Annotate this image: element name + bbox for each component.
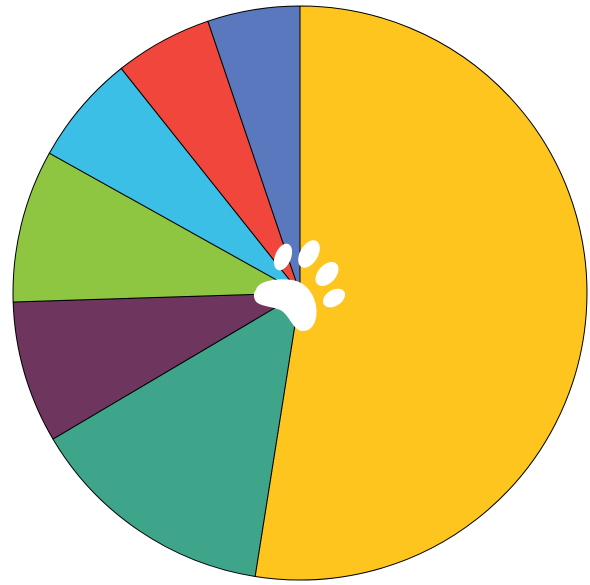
paw-toe-1 [273, 243, 293, 271]
pie-slice-3 [12, 292, 301, 440]
pie-slice-4 [12, 152, 302, 303]
pie-slice-1 [254, 5, 588, 581]
pie-slice-2 [52, 292, 301, 578]
paw-toe-2 [298, 240, 320, 268]
paw-toe-3 [315, 261, 339, 287]
paw-pad [253, 279, 317, 332]
paw-toe-4 [322, 288, 346, 308]
paw-icon [253, 240, 346, 332]
pie-slice-7 [207, 5, 301, 294]
pie-slices [12, 5, 588, 581]
